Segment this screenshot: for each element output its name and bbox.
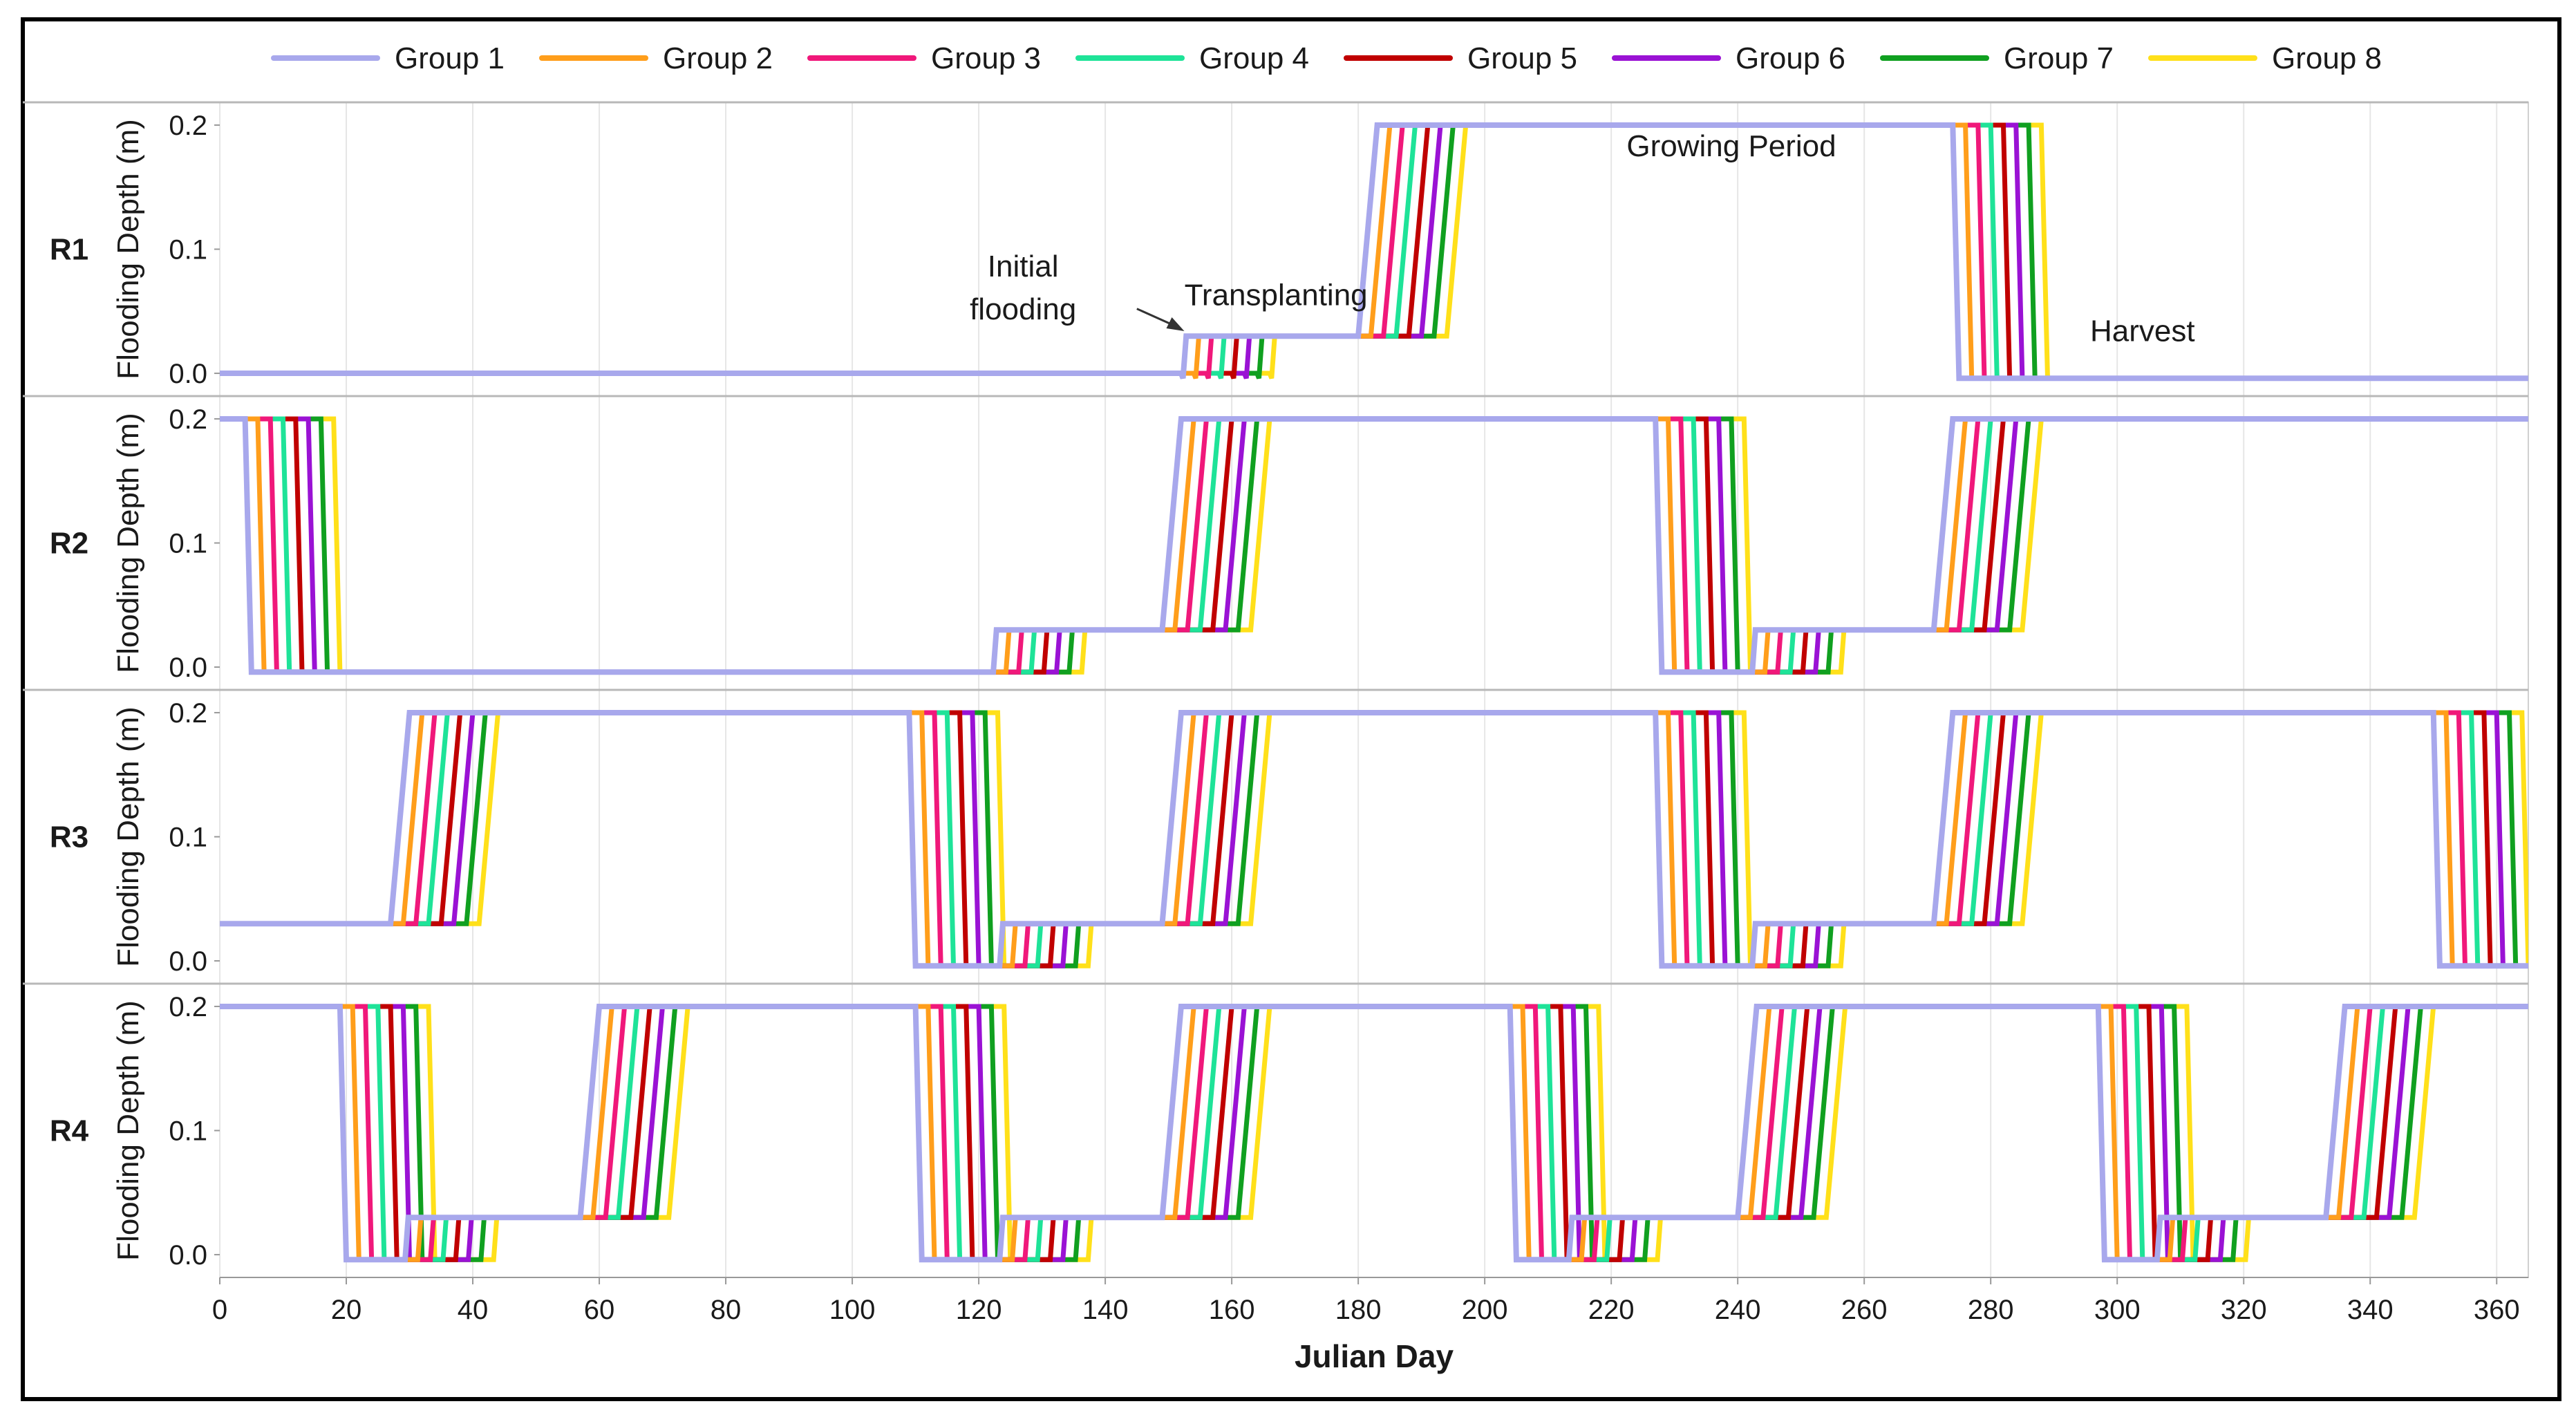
x-tick-label: 20 [331,1295,362,1325]
y-axis-title: Flooding Depth (m) [111,1000,145,1261]
panels: 0.0 0.1 0.2 Flooding Depth (m) R1 0.0 0.1 0.2 Fl… [23,101,2529,1278]
row-label-r2: R2 [50,527,88,561]
y-tick-label: 0.1 [169,529,207,559]
x-tick-label: 140 [1082,1295,1129,1325]
x-tick-label: 0 [212,1295,227,1325]
annotations: Initial flooding Transplanting Growing Peri… [970,129,2195,348]
y-tick-label: 0.2 [169,992,207,1022]
panel-r4: 0.0 0.1 0.2 Flooding Depth (m) R4 [23,982,2529,1278]
y-tick-label: 0.0 [169,653,207,683]
annotation-transplanting: Transplanting [1185,278,1368,312]
annotation-initial-flooding: Initial flooding [970,250,1076,326]
row-label-r1: R1 [50,233,88,267]
annotation-line: flooding [970,292,1076,326]
series-line-r2-group-1 [220,416,2528,675]
panel-r2: 0.0 0.1 0.2 Flooding Depth (m) R2 [23,395,2529,691]
x-tick-label: 80 [711,1295,742,1325]
panel-r3: 0.0 0.1 0.2 Flooding Depth (m) R3 [23,688,2529,984]
y-tick-label: 0.0 [169,1240,207,1271]
x-tick-label: 340 [2347,1295,2394,1325]
y-tick-label: 0.2 [169,111,207,141]
x-tick-label: 360 [2474,1295,2520,1325]
x-tick-label: 180 [1335,1295,1382,1325]
x-tick-label: 280 [1968,1295,2014,1325]
x-tick-label: 320 [2221,1295,2267,1325]
x-tick-label: 300 [2094,1295,2141,1325]
legend-label-1[interactable]: Group 1 [395,41,505,75]
row-label-r4: R4 [50,1114,89,1148]
x-tick-label: 260 [1841,1295,1888,1325]
series-line-r1-group-1 [220,122,2528,382]
series-line-r1-group-3 [220,122,2528,381]
series-line-r1-group-8 [220,122,2528,381]
y-axis-title: Flooding Depth (m) [111,119,145,379]
series-line-r1-group-5 [220,122,2528,381]
series-line-r4-group-1 [220,1004,2528,1263]
series-line-r3-group-1 [220,710,2528,969]
y-axis-title: Flooding Depth (m) [111,413,145,673]
x-tick-label: 240 [1715,1295,1761,1325]
annotation-arrow-head [1166,317,1185,331]
legend-label-2[interactable]: Group 2 [663,41,773,75]
panel-r1: 0.0 0.1 0.2 Flooding Depth (m) R1 [23,101,2529,397]
y-tick-label: 0.1 [169,235,207,265]
legend-label-4[interactable]: Group 4 [1199,41,1309,75]
series-line-r1-group-6 [220,122,2528,381]
y-tick-label: 0.2 [169,698,207,729]
y-tick-label: 0.1 [169,823,207,853]
legend-label-3[interactable]: Group 3 [931,41,1041,75]
annotation-line: Transplanting [1185,278,1368,312]
panel-frame [219,689,2529,984]
legend-label-5[interactable]: Group 5 [1467,41,1577,75]
x-tick-label: 200 [1462,1295,1508,1325]
row-label-r3: R3 [50,821,88,854]
y-tick-label: 0.0 [169,359,207,389]
series-line-r1-group-7 [220,122,2528,381]
annotation-harvest: Harvest [2090,314,2195,348]
annotation-line: Harvest [2090,314,2195,348]
y-tick-label: 0.2 [169,404,207,435]
legend-label-6[interactable]: Group 6 [1736,41,1845,75]
x-tick-label: 160 [1209,1295,1255,1325]
series-line-r1-group-4 [220,122,2528,381]
annotation-line: Initial [988,250,1059,283]
legend: Group 1 Group 2 Group 3 Group 4 Group 5 Group… [271,41,2382,75]
x-tick-label: 120 [956,1295,1002,1325]
x-tick-label: 220 [1588,1295,1635,1325]
y-axis-title: Flooding Depth (m) [111,706,145,967]
x-axis-title: Julian Day [1295,1338,1454,1374]
legend-label-7[interactable]: Group 7 [2004,41,2114,75]
series-line-r1-group-2 [220,122,2528,381]
x-tick-label: 60 [584,1295,615,1325]
x-tick-label: 40 [458,1295,489,1325]
x-axis: 0 20 40 60 80 100 120 140 160 180 200 220 240 260 280 3… [212,1277,2528,1374]
legend-label-8[interactable]: Group 8 [2272,41,2382,75]
annotation-line: Growing Period [1626,129,1836,163]
x-tick-label: 100 [829,1295,876,1325]
panel-frame [219,395,2529,691]
annotation-growing-period: Growing Period [1626,129,1836,163]
y-tick-label: 0.0 [169,946,207,977]
y-tick-label: 0.1 [169,1116,207,1147]
